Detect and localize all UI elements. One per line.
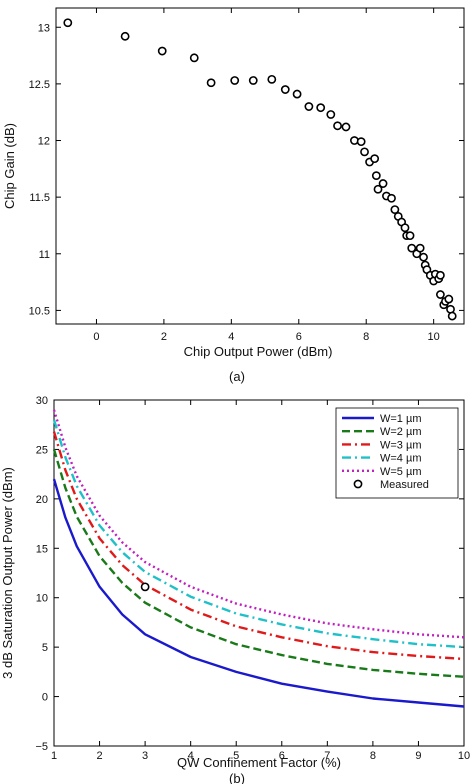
panel-a-data-point <box>292 89 302 99</box>
panel-b-y-axis: −5 0 5 10 15 20 25 30 <box>35 395 464 753</box>
panel-a-data-point <box>415 243 425 253</box>
panel-a-data-point <box>248 76 258 85</box>
legend-label: W=2 µm <box>380 426 421 438</box>
panel-a-data-point <box>435 290 445 299</box>
panel-a-x-axis: 0 2 4 6 8 10 <box>93 8 440 343</box>
panel-a-data-point <box>390 205 400 215</box>
panel-a-y-tick-label: 13 <box>38 22 50 34</box>
panel-a-data-points <box>63 18 457 321</box>
panel-a-data-point <box>267 74 277 84</box>
panel-a-data-point <box>120 31 130 41</box>
measured-data-point <box>140 582 150 592</box>
panel-a-data-point <box>435 270 445 280</box>
panel-b-x-axis: 1 2 3 4 5 6 7 8 9 10 <box>51 400 470 762</box>
panel-b-x-tick-label: 4 <box>188 750 194 762</box>
panel-a-y-axis: 10.5 11 11.5 12 12.5 13 <box>29 22 464 317</box>
panel-a-data-point <box>378 179 388 188</box>
panel-b-x-axis-label: QW Confinement Factor (%) <box>177 755 341 770</box>
panel-b-x-tick-label: 3 <box>142 750 148 762</box>
panel-b-x-tick-label: 10 <box>458 750 470 762</box>
legend-label: W=5 µm <box>380 466 421 478</box>
panel-a-data-point <box>360 147 369 157</box>
panel-a-y-axis-label: Chip Gain (dB) <box>2 123 17 209</box>
series-line-w-3-m <box>52 431 465 661</box>
legend-label: Measured <box>380 479 429 491</box>
panel-a-data-point <box>341 122 351 132</box>
panel-b-y-tick-label: 30 <box>36 395 48 407</box>
series-line-w-1-m <box>52 478 465 708</box>
panel-b-series-lines <box>52 409 465 708</box>
panel-a-data-point <box>419 252 428 262</box>
panel-a-data-point <box>326 110 336 119</box>
panel-b-label: (b) <box>229 771 245 784</box>
panel-b-y-tick-label: 0 <box>42 692 48 704</box>
panel-a-data-point <box>304 102 314 111</box>
panel-a-data-point <box>280 85 290 94</box>
panel-b-x-tick-label: 2 <box>96 750 102 762</box>
panel-a-data-point <box>157 46 167 56</box>
panel-a-y-tick-label: 11.5 <box>29 192 50 204</box>
panel-b-x-tick-label: 6 <box>279 750 285 762</box>
panel-a-x-tick-label: 4 <box>228 331 234 343</box>
panel-a-y-tick-label: 12.5 <box>29 79 50 91</box>
panel-a-data-point <box>356 137 366 147</box>
panel-a-data-point <box>370 154 380 164</box>
panel-b-x-tick-label: 9 <box>415 750 421 762</box>
panel-a-data-point <box>63 18 73 28</box>
series-line-w-2-m <box>52 449 465 678</box>
panel-a-data-point <box>373 184 383 194</box>
legend-label: W=1 µm <box>380 413 421 425</box>
panel-a-y-tick-label: 11 <box>39 249 50 261</box>
panel-a-data-point <box>387 193 396 203</box>
panel-a-x-tick-label: 0 <box>93 331 99 343</box>
legend-label: W=3 µm <box>380 439 421 451</box>
panel-a-data-point <box>206 78 216 88</box>
panel-a-data-point <box>400 223 410 233</box>
panel-a-data-point <box>405 231 415 241</box>
panel-a-x-tick-label: 8 <box>363 331 369 343</box>
panel-a-x-tick-label: 6 <box>296 331 302 343</box>
panel-b-plot-frame <box>53 399 465 747</box>
panel-a-data-point <box>333 121 342 131</box>
panel-b-x-tick-label: 8 <box>370 750 376 762</box>
panel-a-data-point <box>407 243 417 253</box>
panel-a-x-axis-label: Chip Output Power (dBm) <box>184 344 333 359</box>
series-line-w-5-m <box>52 409 465 639</box>
panel-b-x-tick-label: 7 <box>324 750 330 762</box>
panel-a-y-tick-label: 10.5 <box>29 305 50 317</box>
panel-a-x-tick-label: 2 <box>161 331 167 343</box>
legend-measured-marker <box>353 479 363 489</box>
panel-a-data-point <box>447 311 457 321</box>
series-line-w-4-m <box>52 419 465 649</box>
panel-b-y-tick-label: 20 <box>36 494 48 506</box>
panel-a-data-point <box>316 103 326 113</box>
panel-b-x-tick-label: 1 <box>51 750 57 762</box>
panel-b-y-axis-label: 3 dB Saturation Output Power (dBm) <box>0 467 15 679</box>
panel-b-x-tick-label: 5 <box>233 750 239 762</box>
panel-b-measured-points <box>140 582 150 592</box>
legend-label: W=4 µm <box>380 453 421 465</box>
panel-a-y-tick-label: 12 <box>38 136 50 148</box>
panel-a-label: (a) <box>229 369 245 384</box>
panel-a-data-point <box>444 294 454 304</box>
panel-b-y-tick-label: 10 <box>36 593 48 605</box>
panel-b-y-tick-label: 5 <box>42 642 48 654</box>
panel-b-y-tick-label: 25 <box>36 444 48 456</box>
panel-a-chart: 10.5 11 11.5 12 12.5 13 0 2 4 6 8 10 Chip Gain (dB… <box>2 7 465 384</box>
panel-b-y-tick-label: −5 <box>35 741 48 753</box>
panel-b-y-tick-label: 15 <box>36 543 48 555</box>
panel-a-data-point <box>371 171 381 181</box>
panel-a-data-point <box>189 53 199 63</box>
panel-a-plot-frame <box>55 7 465 325</box>
panel-a-data-point <box>230 76 240 85</box>
panel-a-x-tick-label: 10 <box>428 331 440 343</box>
